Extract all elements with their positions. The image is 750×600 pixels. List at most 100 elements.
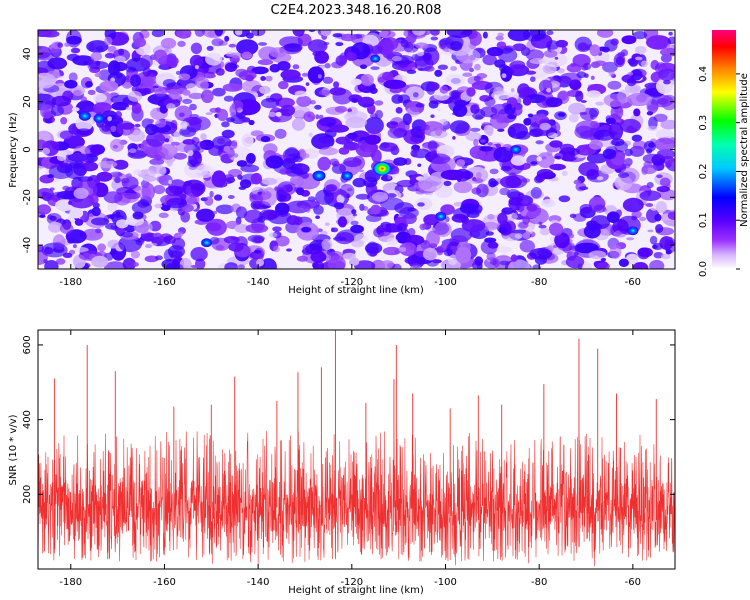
- spectrogram-cell: [64, 162, 87, 180]
- y-tick-label: 400: [22, 410, 33, 429]
- x-tick-label: -100: [434, 277, 457, 288]
- colorbar-gradient: [712, 30, 736, 269]
- spectrogram-cell: [439, 85, 449, 94]
- spectrogram-cell: [482, 31, 488, 39]
- spectrogram-cell: [173, 152, 187, 160]
- spectrogram-cell: [152, 85, 159, 89]
- spectrogram-cell: [104, 36, 113, 46]
- spectrogram-cell: [343, 157, 362, 168]
- spectrogram-cell: [39, 214, 46, 218]
- spectrogram-cell: [116, 219, 129, 229]
- spectrogram-cell: [91, 255, 109, 268]
- spectrogram-cell: [510, 155, 526, 166]
- spectrogram-cell: [345, 51, 358, 62]
- spectrogram-cell: [109, 250, 117, 256]
- spectrogram-cell: [74, 247, 89, 253]
- spectrogram-cell: [214, 194, 223, 201]
- spectrogram-cell: [347, 108, 353, 113]
- spectrogram-cell: [116, 120, 135, 136]
- spectrogram-cell: [624, 163, 631, 169]
- spectrogram-cell: [68, 72, 78, 82]
- snr-y-label: SNR (10 * v/v): [8, 414, 19, 485]
- spectrogram-cell: [655, 37, 668, 49]
- colorbar: 0.0 0.1 0.2 0.3 0.4 Normalized spectral ampl…: [698, 30, 750, 277]
- spectrogram-cell: [445, 74, 466, 86]
- spectrogram-cell: [74, 218, 84, 226]
- spectrogram-cell: [147, 118, 154, 124]
- spectrogram-cell: [87, 89, 96, 96]
- spectrogram-cell: [66, 53, 80, 62]
- spectrogram-max-peak: [373, 161, 392, 176]
- spectrogram-cell: [377, 76, 386, 83]
- spectrogram-cell: [265, 75, 273, 82]
- spectrogram-cell: [182, 98, 193, 104]
- spectrogram-cell: [394, 202, 414, 214]
- spectrogram-cell: [154, 203, 163, 209]
- spectrogram-cell: [497, 212, 508, 225]
- spectrogram-cell: [609, 244, 622, 260]
- spectrogram-cell: [168, 179, 172, 185]
- spectrogram-cell: [275, 202, 290, 216]
- x-tick-label: -140: [247, 577, 270, 588]
- spectrogram-cell: [600, 257, 607, 262]
- spectrogram-cell: [371, 149, 382, 164]
- spectrogram-cell: [586, 153, 608, 164]
- spectrogram-cell: [107, 60, 121, 76]
- spectrogram-cell: [93, 102, 112, 113]
- spectrogram-cell: [94, 72, 102, 78]
- spectrogram-cell: [262, 209, 280, 220]
- spectrogram-cell: [382, 246, 401, 256]
- spectrogram-y-axis: -40 -20 0 20 40: [22, 48, 675, 253]
- spectrogram-cell: [391, 94, 404, 104]
- spectrogram-cell: [454, 99, 468, 108]
- spectrogram-cell: [593, 204, 606, 213]
- spectrogram-cell: [296, 186, 305, 196]
- spectrogram-cell: [174, 105, 192, 122]
- spectrogram-cell: [240, 164, 260, 173]
- spectrogram-cell: [413, 92, 419, 98]
- spectrogram-cell: [308, 132, 313, 138]
- spectrogram-cell: [580, 100, 587, 103]
- spectrogram-cell: [380, 260, 395, 269]
- spectrogram-cell: [155, 255, 163, 261]
- spectrogram-cell: [125, 79, 132, 83]
- spectrogram-cell: [360, 74, 374, 86]
- spectrogram-cell: [610, 38, 619, 46]
- spectrogram-cell: [229, 52, 244, 59]
- spectrogram-cell: [615, 56, 625, 66]
- spectrogram-cell: [639, 216, 647, 222]
- spectrogram-cell: [546, 87, 552, 93]
- spectrogram-cell: [112, 159, 129, 170]
- spectrogram-cell: [222, 83, 243, 92]
- spectrogram-cell: [642, 153, 663, 164]
- spectrogram-cell: [435, 127, 442, 136]
- spectrogram-cell: [549, 140, 563, 148]
- spectrogram-cell: [436, 107, 441, 112]
- spectrogram-cell: [133, 262, 139, 267]
- spectrogram-cell: [289, 175, 304, 185]
- spectrogram-cell: [128, 148, 137, 153]
- spectrogram-cell: [85, 81, 93, 88]
- spectrogram-cell: [70, 47, 81, 54]
- spectrogram-cell: [91, 217, 110, 226]
- spectrogram-cell: [633, 108, 641, 117]
- spectrogram-cell: [286, 215, 300, 226]
- spectrogram-cell: [127, 91, 143, 102]
- spectrogram-cell: [484, 237, 497, 243]
- spectrogram-cell: [409, 265, 422, 269]
- spectrogram-cell: [164, 48, 169, 53]
- spectrogram-cell: [170, 141, 180, 146]
- spectrogram-cell: [250, 130, 264, 137]
- spectrogram-cell: [430, 36, 439, 41]
- spectrogram-cell: [352, 213, 357, 217]
- spectrogram-cell: [308, 30, 316, 33]
- spectrogram-cell: [337, 216, 347, 228]
- spectrogram-cell: [260, 136, 271, 143]
- spectrogram-cell: [170, 119, 178, 129]
- spectrogram-cell: [583, 62, 592, 70]
- x-tick-label: -120: [340, 577, 363, 588]
- spectrogram-cell: [125, 75, 130, 81]
- spectrogram-cell: [363, 32, 382, 46]
- spectrogram-cell: [189, 54, 204, 68]
